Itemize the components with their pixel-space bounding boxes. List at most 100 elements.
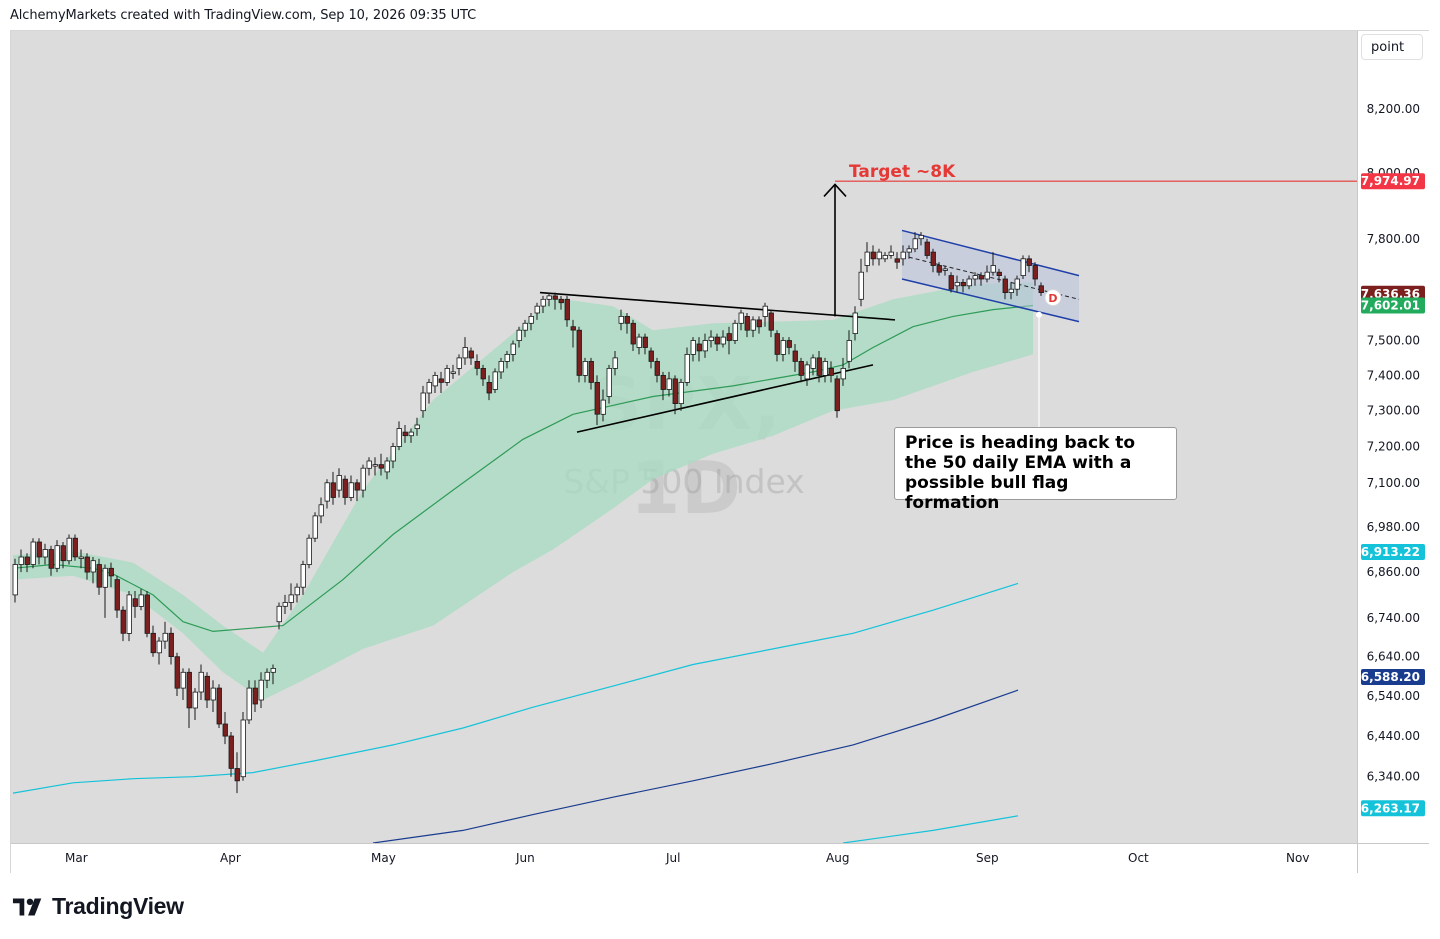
candle-body-26[interactable] bbox=[168, 632, 174, 657]
candle-body-51[interactable] bbox=[318, 504, 324, 517]
candle-body-35[interactable] bbox=[222, 723, 228, 737]
candle-body-84[interactable] bbox=[516, 329, 522, 342]
candle-body-123[interactable] bbox=[750, 319, 756, 331]
candle-body-137[interactable] bbox=[834, 378, 840, 412]
candle-body-145[interactable] bbox=[882, 254, 888, 260]
candle-body-157[interactable] bbox=[954, 281, 960, 287]
candle-body-0[interactable] bbox=[12, 564, 18, 596]
candle-body-104[interactable] bbox=[636, 336, 642, 348]
candle-body-98[interactable] bbox=[600, 399, 606, 415]
candle-body-10[interactable] bbox=[72, 537, 78, 558]
candle-body-162[interactable] bbox=[984, 271, 990, 280]
candle-body-61[interactable] bbox=[378, 464, 384, 469]
candle-body-70[interactable] bbox=[432, 374, 438, 387]
candle-body-50[interactable] bbox=[312, 515, 318, 539]
candle-body-100[interactable] bbox=[612, 357, 618, 369]
candle-body-164[interactable] bbox=[996, 271, 1002, 277]
candle-body-119[interactable] bbox=[726, 333, 732, 341]
candle-body-109[interactable] bbox=[666, 378, 672, 390]
candle-body-39[interactable] bbox=[246, 687, 252, 721]
candle-body-3[interactable] bbox=[30, 541, 36, 565]
candle-body-122[interactable] bbox=[744, 315, 750, 331]
candle-body-38[interactable] bbox=[240, 719, 246, 778]
candle-body-168[interactable] bbox=[1020, 258, 1026, 276]
candle-body-9[interactable] bbox=[66, 537, 72, 562]
candle-body-75[interactable] bbox=[462, 347, 468, 359]
candle-body-149[interactable] bbox=[906, 248, 912, 253]
candle-body-4[interactable] bbox=[36, 541, 42, 558]
candle-body-143[interactable] bbox=[870, 251, 876, 260]
candle-body-58[interactable] bbox=[360, 467, 366, 491]
candle-body-28[interactable] bbox=[180, 671, 186, 689]
candle-body-99[interactable] bbox=[606, 367, 612, 397]
candle-body-153[interactable] bbox=[930, 251, 936, 266]
candle-body-53[interactable] bbox=[330, 482, 336, 498]
candle-body-105[interactable] bbox=[642, 336, 648, 348]
candle-body-77[interactable] bbox=[474, 360, 480, 369]
candle-body-36[interactable] bbox=[228, 735, 234, 769]
candle-body-72[interactable] bbox=[444, 367, 450, 383]
candle-body-134[interactable] bbox=[816, 357, 822, 376]
candle-body-24[interactable] bbox=[156, 640, 162, 654]
candle-body-133[interactable] bbox=[810, 357, 816, 369]
candle-body-166[interactable] bbox=[1008, 288, 1014, 294]
candle-body-125[interactable] bbox=[762, 305, 768, 317]
price-badge-4[interactable] bbox=[1361, 544, 1425, 560]
candle-body-102[interactable] bbox=[624, 315, 630, 324]
candle-body-128[interactable] bbox=[780, 340, 786, 355]
candle-body-141[interactable] bbox=[858, 271, 864, 300]
candle-body-118[interactable] bbox=[720, 336, 726, 345]
candle-body-160[interactable] bbox=[972, 275, 978, 280]
candle-body-130[interactable] bbox=[792, 350, 798, 362]
candle-body-165[interactable] bbox=[1002, 278, 1008, 294]
candle-body-81[interactable] bbox=[498, 360, 504, 373]
candle-body-158[interactable] bbox=[960, 281, 966, 287]
triangle-lower-line[interactable] bbox=[576, 364, 874, 433]
candle-body-5[interactable] bbox=[42, 549, 48, 558]
candle-body-69[interactable] bbox=[426, 381, 432, 394]
candle-body-89[interactable] bbox=[546, 295, 552, 300]
candle-body-159[interactable] bbox=[966, 278, 972, 287]
candle-body-170[interactable] bbox=[1032, 265, 1038, 280]
candle-body-31[interactable] bbox=[198, 671, 204, 693]
candle-body-62[interactable] bbox=[384, 460, 390, 473]
candle-body-34[interactable] bbox=[216, 687, 222, 725]
candle-body-64[interactable] bbox=[396, 428, 402, 447]
candle-body-29[interactable] bbox=[186, 671, 192, 709]
footer-brand[interactable]: TradingView bbox=[12, 893, 184, 920]
candle-body-18[interactable] bbox=[120, 609, 126, 634]
candle-body-82[interactable] bbox=[504, 353, 510, 362]
candle-body-150[interactable] bbox=[912, 238, 918, 250]
candle-body-124[interactable] bbox=[756, 319, 762, 328]
candle-body-112[interactable] bbox=[684, 353, 690, 383]
candle-body-45[interactable] bbox=[282, 602, 288, 607]
flag-channel-upper[interactable] bbox=[901, 229, 1080, 277]
candle-body-154[interactable] bbox=[936, 265, 942, 273]
candle-body-2[interactable] bbox=[24, 556, 30, 565]
candle-body-138[interactable] bbox=[840, 367, 846, 380]
candle-body-12[interactable] bbox=[84, 556, 90, 573]
price-badge-3[interactable] bbox=[1361, 297, 1425, 314]
flag-channel-lower[interactable] bbox=[901, 278, 1080, 323]
scale-mode-button[interactable]: point bbox=[1361, 34, 1423, 60]
candle-body-11[interactable] bbox=[78, 556, 84, 559]
candle-body-85[interactable] bbox=[522, 322, 528, 331]
candle-body-121[interactable] bbox=[738, 312, 744, 324]
candle-body-37[interactable] bbox=[234, 768, 240, 782]
candle-body-108[interactable] bbox=[660, 374, 666, 390]
candle-body-110[interactable] bbox=[672, 378, 678, 404]
candle-body-83[interactable] bbox=[510, 343, 516, 355]
candle-body-27[interactable] bbox=[174, 656, 180, 689]
candle-body-13[interactable] bbox=[90, 560, 96, 573]
candle-body-32[interactable] bbox=[204, 675, 210, 701]
candle-body-71[interactable] bbox=[438, 378, 444, 383]
candle-body-68[interactable] bbox=[420, 392, 426, 412]
candle-body-1[interactable] bbox=[18, 556, 24, 565]
candle-body-46[interactable] bbox=[288, 594, 294, 603]
candle-body-7[interactable] bbox=[54, 545, 60, 569]
candle-body-47[interactable] bbox=[294, 586, 300, 596]
candle-body-65[interactable] bbox=[402, 431, 408, 437]
candle-body-93[interactable] bbox=[570, 326, 576, 331]
price-badge-1[interactable] bbox=[1361, 173, 1425, 190]
candle-body-41[interactable] bbox=[258, 679, 264, 701]
